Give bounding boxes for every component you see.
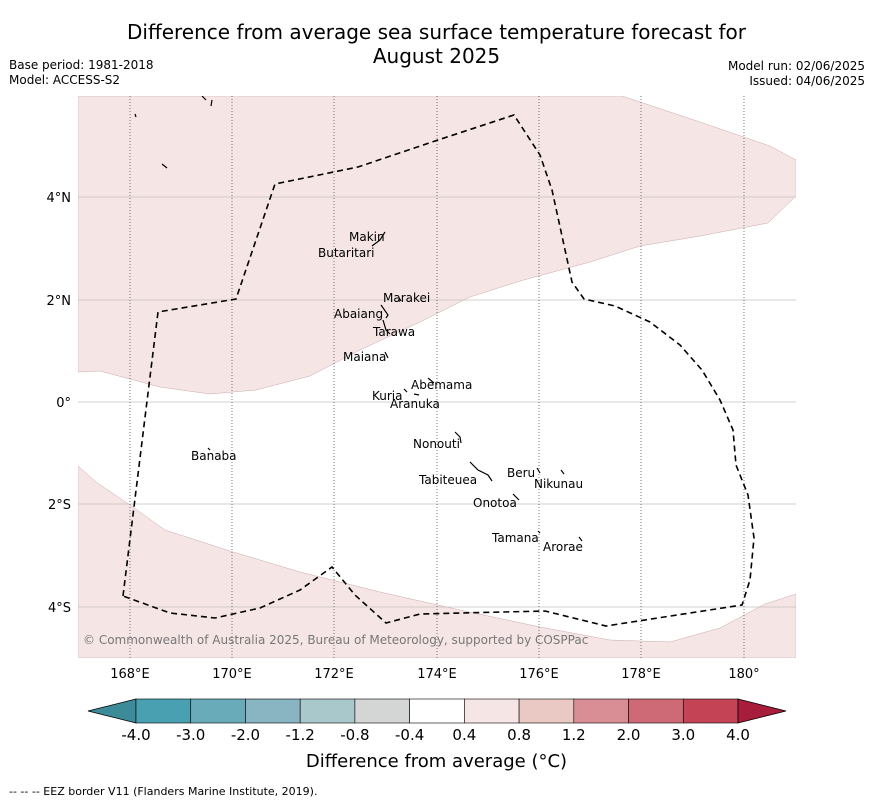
colorbar-tick-label: 1.2 <box>562 726 586 744</box>
island-label: Tamana <box>491 531 539 545</box>
colorbar-tick-label: -2.0 <box>231 726 260 744</box>
colorbar-tick-label: -1.2 <box>286 726 315 744</box>
model-run: Model run: 02/06/2025 <box>727 59 865 73</box>
colorbar-segment <box>628 698 684 724</box>
island-label: Tabiteuea <box>418 473 477 487</box>
map-title: Difference from average sea surface temp… <box>0 20 873 68</box>
colorbar-tick-label: -3.0 <box>176 726 205 744</box>
lat-label: 2°N <box>47 294 72 309</box>
island-label: Abaiang <box>334 307 383 321</box>
lon-label: 178°E <box>621 667 661 682</box>
lat-label: 4°S <box>48 601 71 616</box>
colorbar-segment <box>573 698 629 724</box>
island-label: Arorae <box>543 540 583 554</box>
colorbar-tick-label: -0.8 <box>340 726 369 744</box>
base-info: Base period: 1981-2018 Model: ACCESS-S2 <box>9 58 154 88</box>
island-label: Aranuka <box>390 397 440 411</box>
colorbar-title: Difference from average (°C) <box>305 751 568 772</box>
lat-label: 4°N <box>47 191 72 206</box>
colorbar-extension-low <box>87 698 137 724</box>
lat-label: 2°S <box>48 498 71 513</box>
island-label: Nikunau <box>534 477 583 491</box>
anomaly-region-south <box>78 465 796 658</box>
lon-label: 180° <box>728 667 759 682</box>
island-label: Nonouti <box>413 437 460 451</box>
eez-border <box>122 114 755 627</box>
colorbar-segment <box>135 698 192 724</box>
longitude-labels: 168°E 170°E 172°E 174°E 176°E 178°E 180° <box>110 667 759 682</box>
island-label: Makin <box>349 230 385 244</box>
lon-label: 174°E <box>417 667 457 682</box>
island-label: Kuria <box>372 389 403 403</box>
colorbar-segment <box>464 698 520 724</box>
island-labels: Makin Butaritari Marakei Abaiang Tarawa … <box>191 230 583 554</box>
eez-footnote: -- -- -- EEZ border V11 (Flanders Marine… <box>9 785 318 798</box>
colorbar-segment <box>354 698 410 724</box>
issued-date: Issued: 04/06/2025 <box>749 74 865 88</box>
colorbar-segment <box>518 698 575 724</box>
lon-label: 168°E <box>110 667 150 682</box>
colorbar-tick-label: -4.0 <box>121 726 150 744</box>
colorbar-segment <box>245 698 301 724</box>
colorbar-segment <box>682 698 739 724</box>
colorbar-tick-label: 3.0 <box>671 726 695 744</box>
colorbar-tick-label: -0.4 <box>395 726 424 744</box>
island-label: Marakei <box>383 291 430 305</box>
island-label: Banaba <box>191 449 237 463</box>
copyright-notice: © Commonwealth of Australia 2025, Bureau… <box>83 633 588 647</box>
island-label: Abemama <box>411 378 472 392</box>
colorbar-tick-label: 0.4 <box>452 726 476 744</box>
model-name: Model: ACCESS-S2 <box>9 73 121 87</box>
latitude-labels: 4°N 2°N 0° 2°S 4°S <box>47 191 72 616</box>
lon-label: 172°E <box>314 667 354 682</box>
title-line-2: August 2025 <box>372 44 501 68</box>
run-info: Model run: 02/06/2025 Issued: 04/06/2025 <box>728 59 865 89</box>
colorbar-segment <box>190 698 246 724</box>
lon-label: 170°E <box>212 667 252 682</box>
lon-label: 176°E <box>519 667 559 682</box>
islands <box>134 96 583 542</box>
island-label: Tarawa <box>372 325 415 339</box>
colorbar-segment <box>299 698 356 724</box>
lat-label: 0° <box>56 396 71 411</box>
colorbar-tick-label: 2.0 <box>617 726 641 744</box>
base-period: Base period: 1981-2018 <box>9 58 154 72</box>
map-area: Makin Butaritari Marakei Abaiang Tarawa … <box>78 96 796 658</box>
meridians <box>129 96 745 658</box>
anomaly-region-north <box>78 96 796 395</box>
title-line-1: Difference from average sea surface temp… <box>126 20 746 44</box>
colorbar-segment <box>409 698 465 724</box>
island-label: Maiana <box>343 350 386 364</box>
colorbar-tick-label: 0.8 <box>507 726 531 744</box>
island-label: Butaritari <box>318 246 375 260</box>
colorbar-tick-label: 4.0 <box>726 726 750 744</box>
island-label: Beru <box>507 466 535 480</box>
colorbar <box>87 698 787 724</box>
colorbar-extension-high <box>737 698 787 724</box>
island-label: Onotoa <box>473 496 517 510</box>
colorbar-ticks: -4.0 -3.0 -2.0 -1.2 -0.8 -0.4 0.4 0.8 1.2 2.0 3.0 4… <box>121 726 750 744</box>
